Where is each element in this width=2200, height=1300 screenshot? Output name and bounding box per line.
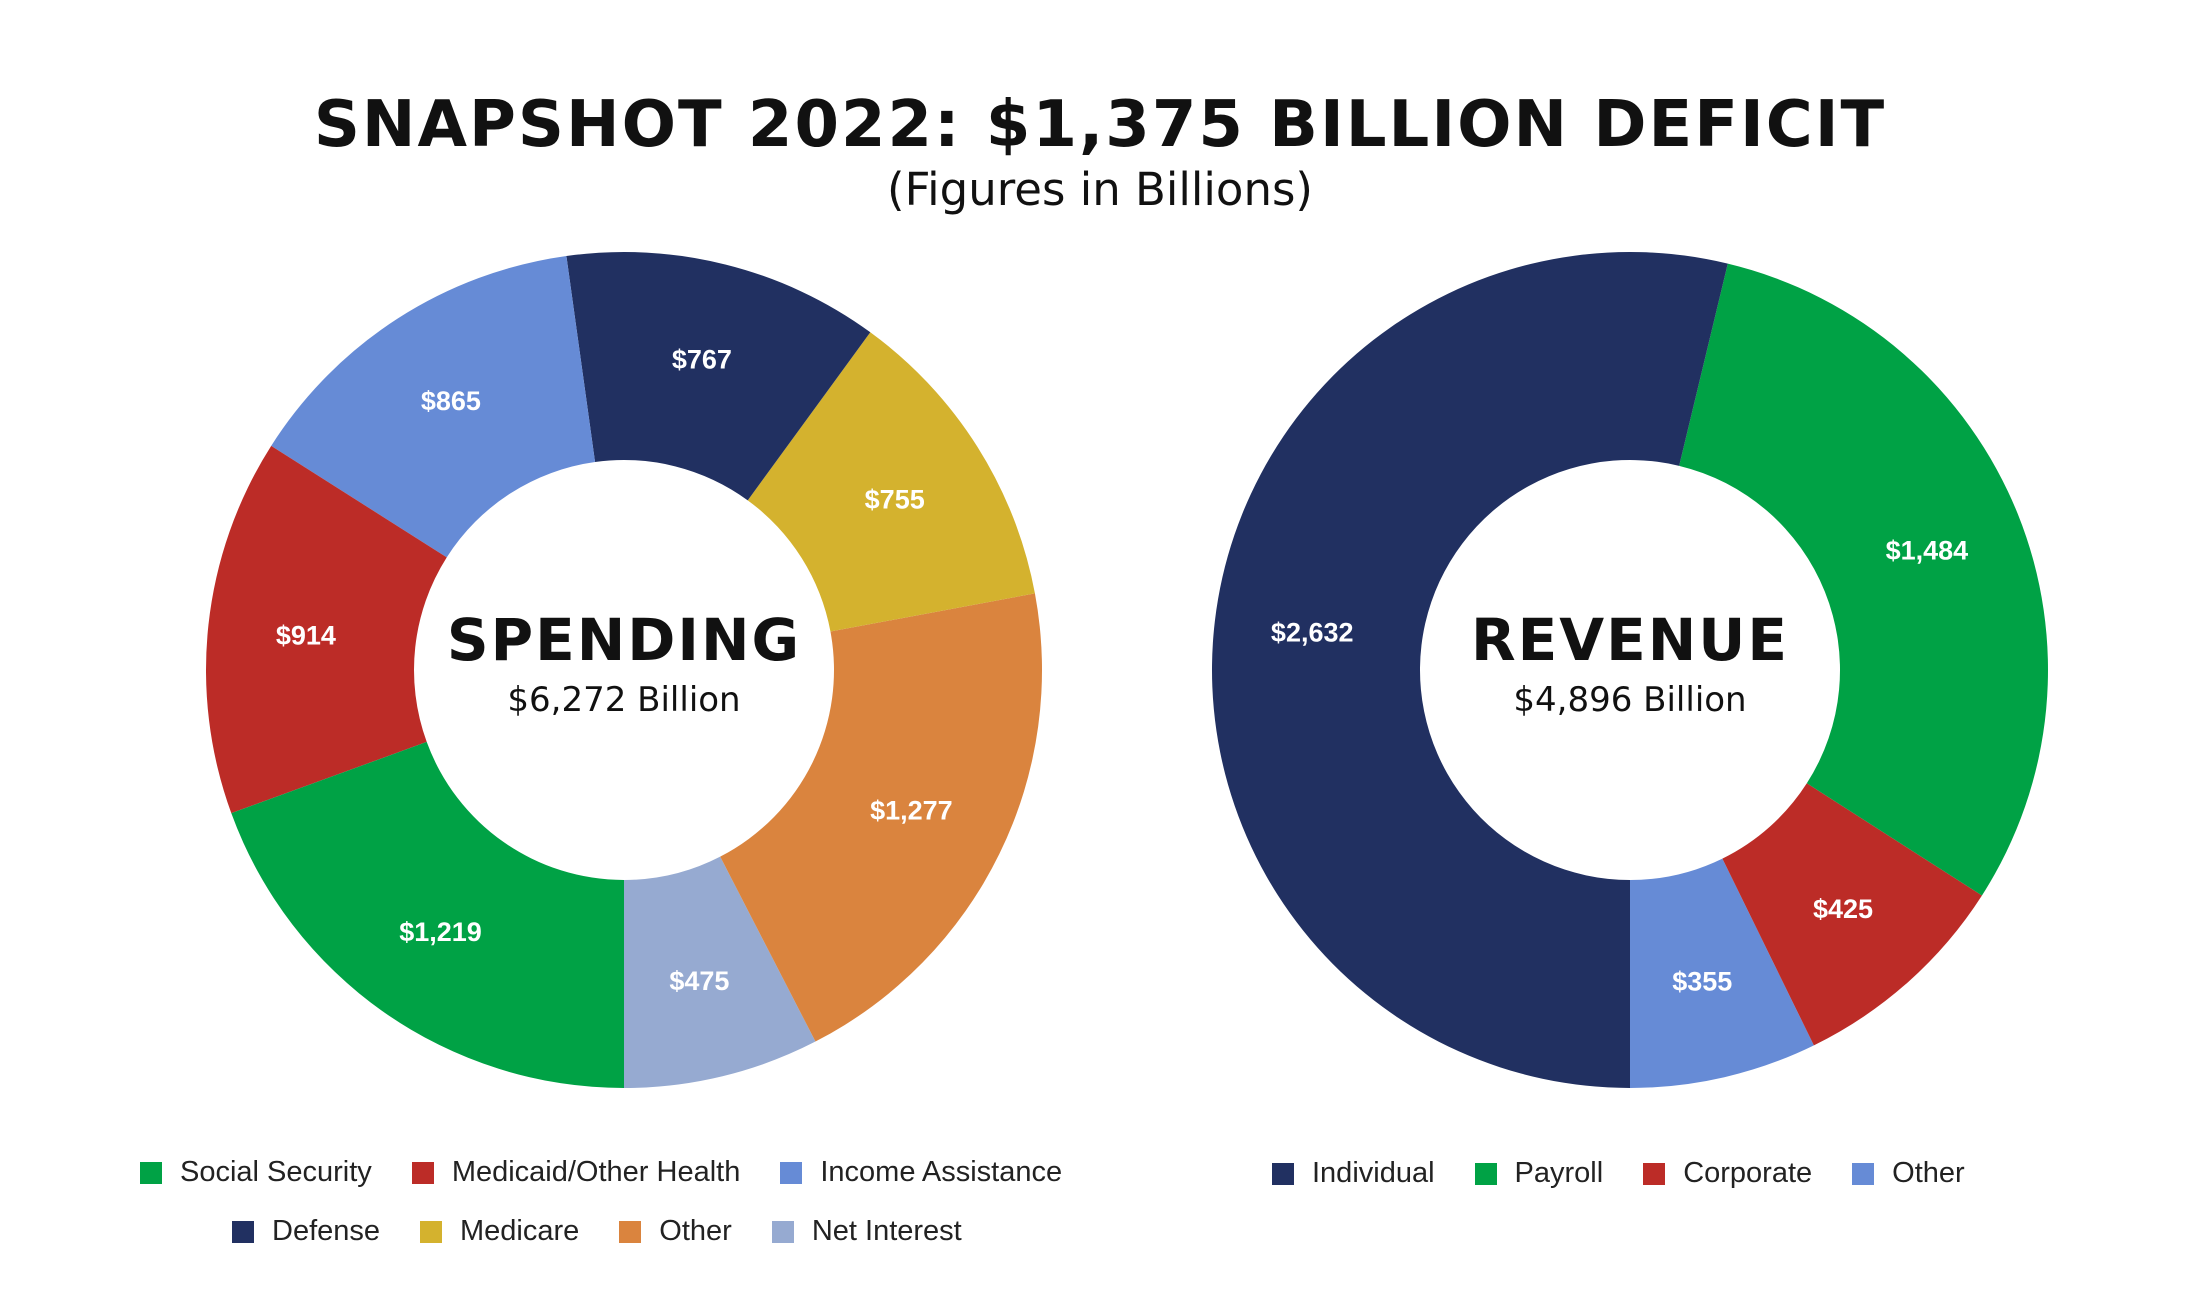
revenue-donut-chart: $355 $425 $1,484 $2,632 REVENUE $4,896 Billio… [1212, 251, 2048, 1088]
legend-swatch [1272, 1162, 1294, 1185]
legend-label: Other [1892, 1157, 1965, 1189]
chart-subtitle: (Figures in Billions) [887, 163, 1313, 216]
legend-item-medicaid-other-health: Medicaid/Other Health [411, 1156, 741, 1189]
slice-individual [1212, 251, 1728, 1088]
donut-center-total: $6,272 Billion [507, 680, 740, 720]
legend-item-corporate: Corporate [1643, 1157, 1812, 1190]
slice-payroll [1679, 263, 2048, 896]
legend-label: Medicare [460, 1215, 580, 1247]
legend-item-social-security: Social Security [140, 1156, 372, 1189]
legend-swatch [411, 1161, 434, 1184]
data-label-defense: $767 [672, 345, 732, 375]
legend-swatch [619, 1220, 642, 1243]
donut-center-total: $4,896 Billion [1513, 680, 1746, 720]
slice-other [1630, 858, 1814, 1088]
spending-legend-row-1: Social Security Medicaid/Other Health Inco… [140, 1156, 1062, 1189]
legend-swatch [140, 1161, 162, 1184]
legend-label: Medicaid/Other Health [451, 1156, 741, 1188]
data-label-income-assistance: $865 [421, 386, 481, 416]
slice-defense [566, 252, 871, 501]
slice-income-assistance [271, 255, 596, 558]
data-label-medicaid-other-health: $914 [276, 620, 336, 650]
donut-center-label: SPENDING [447, 606, 801, 674]
legend-label: Payroll [1514, 1157, 1604, 1189]
legend-item-other: Other [1852, 1157, 1965, 1190]
legend-item-income-assistance: Income Assistance [780, 1156, 1062, 1189]
legend-swatch [1852, 1162, 1875, 1185]
data-label-medicare: $755 [865, 484, 925, 514]
slice-social-security [231, 741, 624, 1088]
legend-item-other: Other [619, 1215, 732, 1248]
slice-medicaid-other-health [206, 445, 447, 814]
legend-swatch [780, 1161, 803, 1184]
legend-swatch [420, 1220, 443, 1243]
legend-swatch [1474, 1162, 1497, 1185]
slice-medicare [747, 332, 1035, 632]
slice-corporate [1722, 783, 1982, 1046]
legend-item-payroll: Payroll [1474, 1157, 1604, 1190]
slice-net-interest [624, 856, 816, 1088]
legend-label: Social Security [180, 1156, 372, 1188]
legend-label: Individual [1312, 1157, 1435, 1189]
revenue-legend-row: Individual Payroll Corporate Other [1272, 1157, 1965, 1190]
slice-other [720, 593, 1042, 1042]
legend-label: Net Interest [811, 1215, 962, 1247]
chart-title: SNAPSHOT 2022: $1,375 BILLION DEFICIT [313, 88, 1887, 162]
data-label-corporate: $425 [1813, 894, 1873, 924]
legend-swatch [771, 1220, 794, 1243]
legend-swatch [1643, 1162, 1666, 1185]
data-label-individual: $2,632 [1271, 617, 1354, 647]
donut-center-label: REVENUE [1471, 606, 1789, 674]
spending-donut-chart: $475 $1,277 $755 $767 $865 $914 $1,219 SPENDING… [206, 252, 1042, 1088]
legend-label: Defense [272, 1215, 381, 1247]
legend-label: Corporate [1683, 1157, 1813, 1189]
legend-item-individual: Individual [1272, 1157, 1435, 1190]
legend-swatch [232, 1220, 254, 1243]
legend-label: Other [659, 1215, 732, 1247]
data-label-social-security: $1,219 [399, 917, 482, 947]
data-label-other: $1,277 [870, 796, 953, 826]
data-label-other: $355 [1672, 967, 1732, 997]
legend-label: Income Assistance [820, 1156, 1063, 1188]
legend-item-medicare: Medicare [420, 1215, 579, 1248]
legend-item-defense: Defense [232, 1215, 380, 1248]
spending-legend-row-2: Defense Medicare Other Net Interest [232, 1215, 962, 1248]
legend-item-net-interest: Net Interest [771, 1215, 962, 1248]
data-label-payroll: $1,484 [1886, 536, 1969, 566]
data-label-net-interest: $475 [669, 966, 729, 996]
